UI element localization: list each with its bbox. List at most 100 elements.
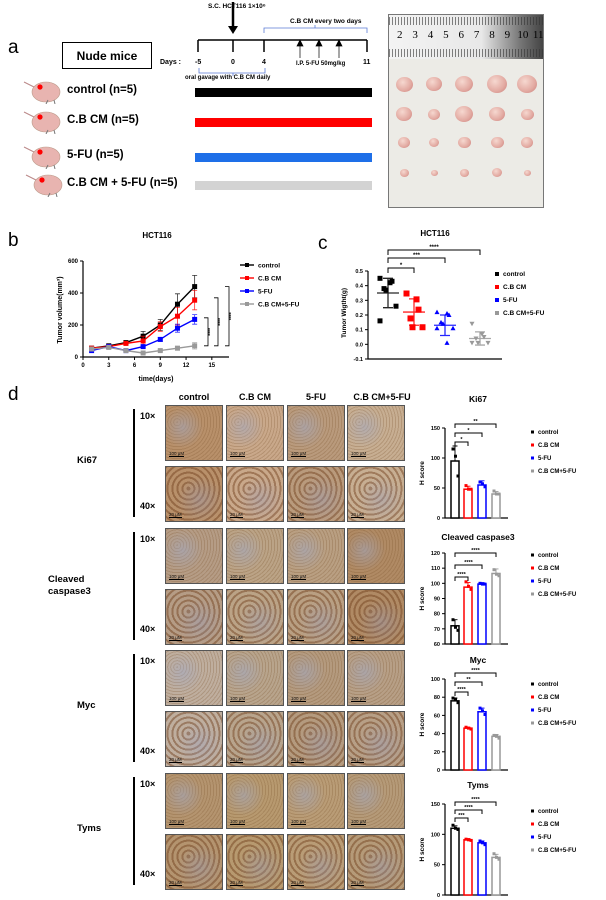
group-label: C.B CM + 5-FU (n=5) xyxy=(67,177,178,189)
data-point xyxy=(456,474,460,478)
legend-marker xyxy=(495,298,499,302)
legend-marker xyxy=(531,553,534,557)
scale-bar-label: 20 μM xyxy=(351,880,364,886)
histology-image: 20 μM xyxy=(287,834,345,890)
scale-bar-label: 20 μM xyxy=(230,512,243,518)
significance-bracket xyxy=(454,441,469,446)
data-point xyxy=(492,852,496,856)
mean-sd-bar xyxy=(377,277,399,309)
scale-bar-label: 100 μM xyxy=(230,451,246,457)
legend-label: C.B CM+5-FU xyxy=(258,302,300,309)
ruler-number: 2 xyxy=(396,29,403,41)
data-point xyxy=(481,709,484,713)
data-point xyxy=(389,278,395,284)
data-point xyxy=(467,584,470,588)
legend-label: 5-FU xyxy=(258,289,273,296)
scale-bar-label: 100 μM xyxy=(230,574,246,580)
data-point xyxy=(174,325,180,331)
y-tick-label: 50 xyxy=(434,863,440,869)
data-point xyxy=(492,733,496,737)
data-point xyxy=(454,625,457,629)
significance-label: *** xyxy=(413,253,421,259)
ruler-number: 9 xyxy=(504,29,511,41)
data-point xyxy=(479,332,485,337)
data-point xyxy=(454,826,457,830)
panel-label-c: c xyxy=(318,233,328,254)
data-point xyxy=(123,340,129,346)
significance-label: **** xyxy=(457,572,466,578)
histology-image: 100 μM xyxy=(165,405,223,461)
data-point xyxy=(456,701,460,705)
histology-image: 100 μM xyxy=(226,773,284,829)
legend-marker xyxy=(531,682,534,686)
group-treatment-bar xyxy=(195,153,372,162)
data-point xyxy=(123,348,129,354)
significance-bracket xyxy=(454,817,469,822)
scale-bar-label: 20 μM xyxy=(169,757,182,763)
legend-label: control xyxy=(538,809,559,815)
data-point xyxy=(106,344,112,350)
legend-marker xyxy=(531,566,534,570)
histology-image: 100 μM xyxy=(165,773,223,829)
histology-image: 20 μM xyxy=(165,834,223,890)
chart-title: Ki67 xyxy=(469,394,487,404)
magnification-label: 10× xyxy=(140,411,156,421)
legend-label: C.B CM+5-FU xyxy=(538,469,576,475)
bar xyxy=(463,488,473,519)
y-tick-label: 200 xyxy=(68,323,79,329)
y-tick-label: 100 xyxy=(431,677,440,683)
y-tick-label: 0.4 xyxy=(355,284,364,290)
tumor xyxy=(429,138,439,147)
column-header: C.B CM+5-FU xyxy=(353,392,411,402)
histology-image: 20 μM xyxy=(287,589,345,645)
chart-title: Myc xyxy=(470,655,487,665)
bar xyxy=(491,572,501,645)
data-point xyxy=(434,309,440,315)
data-point xyxy=(464,580,468,584)
ruler-number: 4 xyxy=(427,29,434,41)
legend-marker xyxy=(531,695,534,699)
scale-bar-label: 20 μM xyxy=(291,635,304,641)
y-tick-label: 400 xyxy=(68,291,79,297)
chart-title: Cleaved caspase3 xyxy=(441,532,515,542)
data-point xyxy=(403,290,410,297)
data-point xyxy=(495,734,498,738)
ip-arrows-icon xyxy=(296,39,343,58)
data-point xyxy=(434,325,440,331)
scale-bar-label: 20 μM xyxy=(291,757,304,763)
day-tick: 4 xyxy=(262,59,266,66)
y-tick-label: 80 xyxy=(434,695,440,701)
y-tick-label: 600 xyxy=(68,259,79,265)
data-point xyxy=(409,324,416,331)
data-point xyxy=(464,484,468,488)
scale-bar-label: 20 μM xyxy=(230,635,243,641)
tumor xyxy=(459,168,469,177)
scale-bar-label: 20 μM xyxy=(169,880,182,886)
legend-marker xyxy=(245,302,249,306)
legend-marker xyxy=(495,285,499,289)
data-point xyxy=(451,447,455,451)
legend-label: C.B CM+5-FU xyxy=(538,592,576,598)
panel-label-a: a xyxy=(8,37,19,58)
significance-label: **** xyxy=(464,560,473,566)
legend-marker xyxy=(531,721,534,725)
chart-title: Tyms xyxy=(467,780,489,790)
legend-label: 5-FU xyxy=(538,708,551,714)
significance-label: * xyxy=(467,428,470,434)
group-treatment-bar xyxy=(195,181,372,190)
magnification-bracket xyxy=(133,409,135,517)
histology-image: 20 μM xyxy=(165,589,223,645)
scale-bar-label: 100 μM xyxy=(291,451,307,457)
tumor xyxy=(520,108,534,121)
y-axis-label: Tumor volume(mm³) xyxy=(57,276,64,343)
legend-label: control xyxy=(538,553,559,559)
data-point xyxy=(497,492,501,496)
legend-label: 5-FU xyxy=(538,835,551,841)
histology-image: 20 μM xyxy=(226,711,284,767)
gavage-bracket xyxy=(198,68,266,76)
data-point xyxy=(478,480,482,484)
scale-bar-label: 100 μM xyxy=(169,696,185,702)
tumor xyxy=(426,77,442,92)
significance-label: **** xyxy=(218,318,224,326)
legend-marker xyxy=(531,848,534,852)
